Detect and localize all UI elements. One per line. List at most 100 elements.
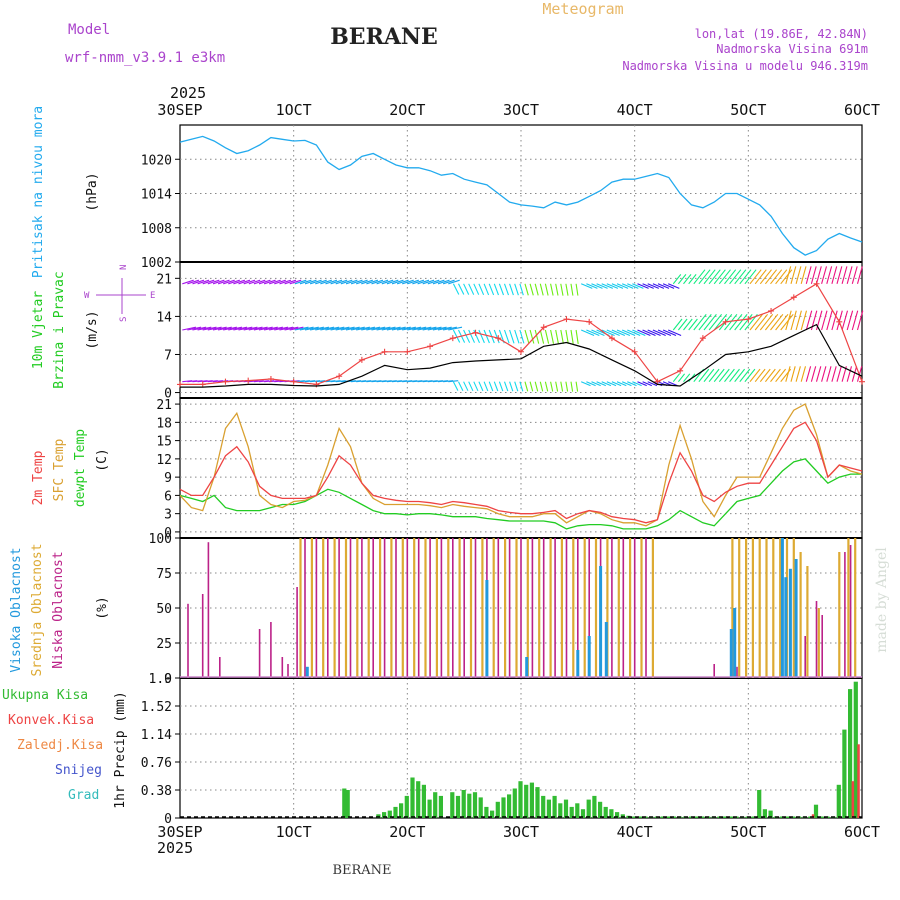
wind-vector: [749, 269, 762, 285]
wind-vector: [473, 329, 481, 344]
wind-vector: [539, 283, 544, 296]
cloud-low-bar: [417, 538, 420, 678]
cloud-low-bar: [296, 587, 298, 678]
cloud-high-bar: [587, 636, 591, 678]
cloud-low-bar: [338, 538, 340, 678]
wind-vector: [458, 283, 465, 295]
wind-vector: [274, 326, 289, 331]
wind-ytick-label: 7: [164, 348, 172, 363]
top-time-tick-label: 4OCT: [617, 101, 653, 119]
wind-vector: [524, 381, 529, 392]
wind-vector: [284, 326, 299, 331]
wind-vector: [386, 326, 401, 331]
wind-vector: [299, 326, 314, 331]
wind-vector: [586, 283, 598, 289]
wind-vector: [575, 283, 579, 296]
cloud-mid-bar: [424, 538, 427, 678]
wind-vector: [386, 279, 399, 285]
wind-vector: [243, 279, 256, 285]
cloud-mid-bar: [492, 538, 495, 678]
gust-marker: [722, 318, 729, 325]
wind-vector: [371, 279, 384, 285]
cloud-low-bar: [440, 538, 443, 678]
wind-vector: [611, 283, 624, 289]
gust-marker: [199, 381, 206, 388]
wind-vector: [693, 269, 706, 285]
temperature-ytick-label: 0: [164, 526, 172, 541]
wind-vector: [729, 269, 742, 285]
cloud-mid-bar: [779, 538, 782, 678]
cloud-mid-bar: [606, 538, 609, 678]
cloud-mid-bar: [572, 538, 575, 678]
cloud-low-bar: [349, 538, 352, 678]
wind-vector: [299, 279, 312, 285]
wind-vector: [529, 381, 534, 392]
wind-vector: [187, 279, 200, 285]
precip-ytick-label: 1.9: [149, 672, 172, 687]
wind-vector: [642, 329, 656, 337]
wind-vector: [586, 329, 600, 337]
wind-vector: [544, 283, 549, 296]
cloud-low-bar: [395, 538, 397, 678]
precip-total-bar: [615, 812, 620, 818]
wind-vector: [217, 326, 232, 331]
wind-vector: [463, 283, 470, 295]
wind-vector: [764, 269, 778, 285]
wind-vector: [790, 266, 797, 284]
wind-vector: [754, 313, 769, 331]
gust-marker: [654, 378, 661, 385]
precip-total-bar: [751, 816, 756, 818]
top-time-tick-label: 5OCT: [730, 101, 766, 119]
cloud-mid-bar: [413, 538, 416, 678]
wind-vector: [667, 329, 682, 337]
wind-vector: [683, 318, 693, 331]
wind-vector: [468, 283, 475, 295]
wind-vector: [821, 366, 827, 382]
wind-vector: [555, 283, 559, 296]
wind-vector: [437, 279, 450, 285]
wind-vector: [775, 313, 789, 331]
wind-vector: [463, 329, 471, 343]
wind-vector: [775, 368, 787, 383]
wind-vector: [657, 329, 672, 337]
sfc-ylabel: SFC Temp: [52, 439, 67, 502]
pressure-panel: Pritisak na nivou mora (hPa) 1002 1008 101…: [31, 106, 863, 278]
cloud-low-bar: [633, 538, 636, 678]
wind-vector: [601, 329, 615, 337]
wind-vector: [662, 283, 675, 289]
cloud-high-bar: [733, 608, 737, 678]
wind-vector: [713, 313, 728, 331]
wind-vector: [734, 269, 747, 285]
cloud-low-bar: [531, 538, 534, 678]
wind-vector: [192, 326, 207, 331]
wind-vector: [258, 326, 273, 331]
wind-vector: [514, 283, 519, 296]
precip-ytick-label: 1.14: [141, 728, 172, 743]
precip-total-bar: [785, 816, 790, 818]
wind-vector: [831, 310, 838, 331]
wind-vector: [197, 279, 210, 285]
precip-total-bar: [393, 806, 398, 818]
temperature-ytick-label: 15: [156, 435, 172, 450]
wind-vector: [754, 368, 766, 383]
precip-total-bar: [427, 799, 432, 818]
cloud-mid-bar: [854, 538, 857, 678]
gust-marker: [608, 335, 615, 342]
wind-vector: [468, 381, 474, 392]
wind-vector: [452, 329, 461, 343]
wind-vector: [580, 329, 595, 337]
pressure-ytick-label: 1014: [141, 188, 172, 203]
precip-total-bar: [836, 784, 841, 818]
cloud-high-bar: [729, 629, 733, 678]
wind-vector: [289, 326, 304, 331]
precip-total-bar: [575, 803, 580, 818]
wind-vector: [815, 366, 822, 382]
gust-marker: [859, 378, 865, 385]
wind-vector: [197, 326, 212, 331]
wind-vector: [662, 329, 677, 337]
model-label: Model: [68, 22, 110, 38]
cloud-low-bar: [565, 538, 568, 678]
bottom-time-tick-label: 30SEP: [157, 823, 202, 841]
wind-ytick-label: 21: [156, 272, 172, 287]
precip-total-bar: [791, 816, 796, 818]
